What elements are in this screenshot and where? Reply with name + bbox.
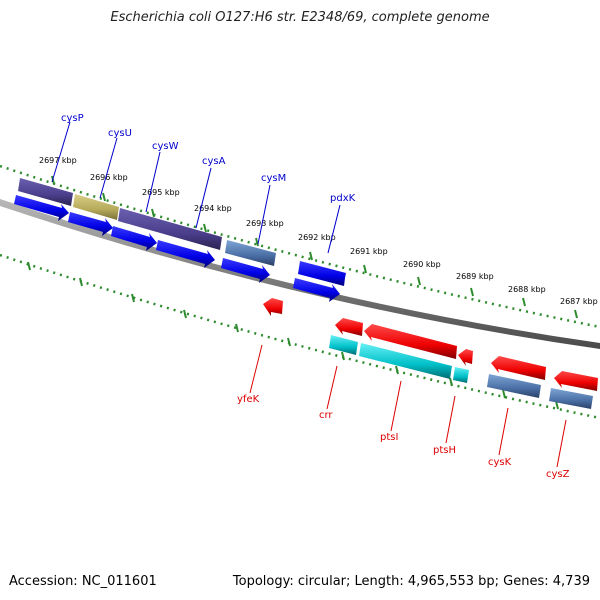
scale-label: 2690 kbp <box>403 260 441 269</box>
cds-block[interactable] <box>225 240 276 266</box>
gene-label-cysU[interactable]: cysU <box>108 128 132 139</box>
cds-block-cysZ[interactable] <box>549 388 593 409</box>
scale-label: 2697 kbp <box>39 156 77 165</box>
top-gene-label-text: cysP cysU cysW cysA cysM pdxK <box>61 113 356 204</box>
genome-summary-text: Topology: circular; Length: 4,965,553 bp… <box>232 574 590 589</box>
genome-backbone <box>0 199 600 349</box>
cds-block-ptsI[interactable] <box>359 343 452 379</box>
operon-block[interactable] <box>18 178 73 206</box>
scale-label: 2696 kbp <box>90 173 128 182</box>
accession-text: Accession: NC_011601 <box>9 574 157 589</box>
leader-line <box>195 167 212 229</box>
operon-block[interactable] <box>118 208 222 250</box>
major-ticks-upper <box>51 175 578 319</box>
gene-label-cysZ[interactable]: cysZ <box>546 469 570 480</box>
gene-arrow-yfeK[interactable] <box>263 298 283 316</box>
gene-arrow-cysM[interactable] <box>221 258 270 283</box>
cds-block-cysK[interactable] <box>487 374 541 398</box>
top-gene-labels <box>51 121 341 254</box>
gene-arrow-ptsI[interactable] <box>364 324 457 359</box>
leader-line <box>445 395 456 444</box>
operon-block-highlight[interactable] <box>73 194 119 220</box>
scale-label: 2694 kbp <box>194 204 232 213</box>
leader-line <box>51 121 71 183</box>
leader-line <box>249 344 263 394</box>
gene-label-pdxK[interactable]: pdxK <box>330 193 356 204</box>
gene-label-yfeK[interactable]: yfeK <box>237 394 260 405</box>
scale-label: 2691 kbp <box>350 247 388 256</box>
gene-arrow-crr[interactable] <box>335 318 363 336</box>
leader-line <box>556 419 567 468</box>
scale-label: 2692 kbp <box>298 233 336 242</box>
reverse-cds <box>329 335 593 409</box>
gene-arrow-cysP[interactable] <box>14 195 69 221</box>
gene-label-cysW[interactable]: cysW <box>152 141 179 152</box>
gene-label-crr[interactable]: crr <box>319 410 333 421</box>
gene-arrow-cysA[interactable] <box>156 240 215 268</box>
tick-track-upper <box>0 164 600 329</box>
gene-arrow-pdxK-a[interactable] <box>298 261 346 286</box>
gene-label-ptsH[interactable]: ptsH <box>433 445 456 456</box>
operon-track <box>18 178 276 266</box>
bottom-gene-label-text: yfeK crr ptsI ptsH cysK cysZ <box>237 394 570 480</box>
leader-line <box>390 380 402 432</box>
leader-line <box>257 184 271 245</box>
gene-arrow-cysZ[interactable] <box>554 371 598 391</box>
cds-block-crr[interactable] <box>329 335 358 355</box>
leader-line <box>145 151 161 213</box>
scale-label: 2688 kbp <box>508 285 546 294</box>
gene-label-ptsI[interactable]: ptsI <box>380 432 398 443</box>
major-ticks-lower <box>27 261 559 410</box>
cds-block-ptsH[interactable] <box>453 367 469 383</box>
leader-line <box>327 204 341 254</box>
gene-label-cysA[interactable]: cysA <box>202 156 226 167</box>
gene-label-cysK[interactable]: cysK <box>488 457 512 468</box>
scale-label: 2695 kbp <box>142 188 180 197</box>
leader-line <box>498 407 509 456</box>
scale-label: 2689 kbp <box>456 272 494 281</box>
gene-label-cysM[interactable]: cysM <box>261 173 286 184</box>
scale-label: 2693 kbp <box>246 219 284 228</box>
scale-label: 2687 kbp <box>560 297 598 306</box>
forward-genes <box>14 195 346 302</box>
gene-arrow-ptsH[interactable] <box>458 349 473 366</box>
gene-arrow-cysK[interactable] <box>491 356 546 380</box>
leader-line <box>326 365 338 410</box>
leader-line <box>99 137 118 199</box>
gene-arrow-cysW[interactable] <box>111 226 157 251</box>
map-title: Escherichia coli O127:H6 str. E2348/69, … <box>110 10 490 25</box>
gene-arrow-pdxK-b[interactable] <box>293 278 340 302</box>
bottom-gene-labels <box>249 344 567 468</box>
gene-arrow-cysU[interactable] <box>68 212 113 236</box>
scale-labels: 2697 kbp 2696 kbp 2695 kbp 2694 kbp 2693… <box>39 156 598 306</box>
reverse-genes <box>263 298 598 391</box>
gene-label-cysP[interactable]: cysP <box>61 113 84 124</box>
